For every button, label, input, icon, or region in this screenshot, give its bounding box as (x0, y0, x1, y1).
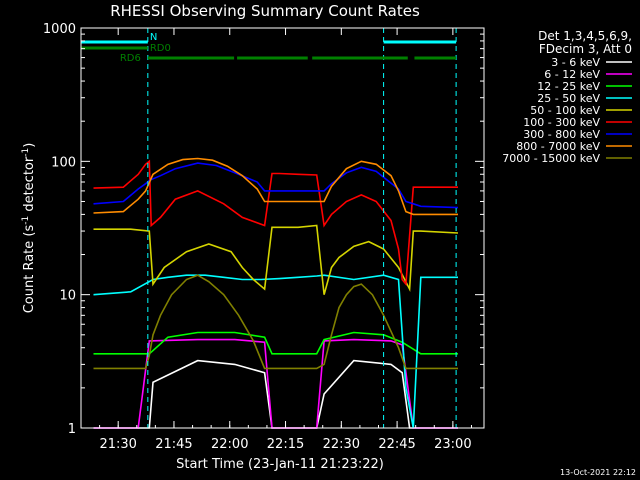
flag-label-n: N (150, 32, 157, 43)
x-tick-label: 22:00 (211, 437, 248, 452)
plot-frame (80, 27, 485, 429)
legend-label-6-12-kev: 6 - 12 keV (544, 68, 600, 81)
series-line-12-25-kev (93, 331, 458, 355)
series-line-100-300-kev (93, 159, 458, 287)
legend-label-7000-15000-kev: 7000 - 15000 keV (502, 152, 600, 165)
legend-label-25-50-kev: 25 - 50 keV (537, 92, 600, 105)
legend-label-12-25-kev: 12 - 25 keV (537, 80, 600, 93)
y-axis: 1 10 100 1000 (43, 22, 484, 437)
series-line-50-100-kev (93, 224, 459, 295)
y-tick-label: 1 (68, 422, 76, 437)
series-line-800-7000-kev (93, 157, 458, 216)
y-axis-label: Count Rate (s-1 detector-1) (21, 143, 37, 314)
series-line-7000-15000-kev (93, 274, 458, 370)
legend-label-100-300-kev: 100 - 300 keV (523, 116, 600, 129)
x-tick-label: 22:45 (378, 437, 415, 452)
chart-title: RHESSI Observing Summary Count Rates (110, 2, 420, 20)
legend-title-line2: FDecim 3, Att 0 (539, 42, 632, 56)
x-tick-label: 23:00 (434, 437, 471, 452)
y-tick-label: 10 (59, 289, 76, 304)
x-tick-label: 22:15 (267, 437, 304, 452)
x-tick-label: 21:30 (99, 437, 136, 452)
plot-timestamp: 13-Oct-2021 22:12 (560, 468, 636, 477)
series-line-25-50-kev (93, 274, 458, 429)
legend-label-50-100-kev: 50 - 100 keV (530, 104, 600, 117)
flag-label-rd0: RD0 (150, 43, 171, 54)
flag-label-rd6: RD6 (120, 53, 141, 64)
x-tick-label: 21:45 (155, 437, 192, 452)
legend-title-line1: Det 1,3,4,5,6,9, (538, 29, 632, 43)
x-axis: 21:30 21:45 22:00 22:15 22:30 22:45 23:00 (99, 28, 472, 452)
x-axis-label: Start Time (23-Jan-11 21:23:22) (176, 457, 384, 472)
series-layer (93, 157, 459, 429)
legend-label-800-7000-kev: 800 - 7000 keV (516, 140, 600, 153)
legend-label-3-6-kev: 3 - 6 keV (551, 56, 600, 69)
x-tick-label: 22:30 (323, 437, 360, 452)
legend-label-300-800-kev: 300 - 800 keV (523, 128, 600, 141)
y-tick-label: 100 (51, 155, 76, 170)
legend: Det 1,3,4,5,6,9, FDecim 3, Att 0 3 - 6 k… (502, 29, 632, 165)
y-tick-label: 1000 (43, 22, 76, 37)
